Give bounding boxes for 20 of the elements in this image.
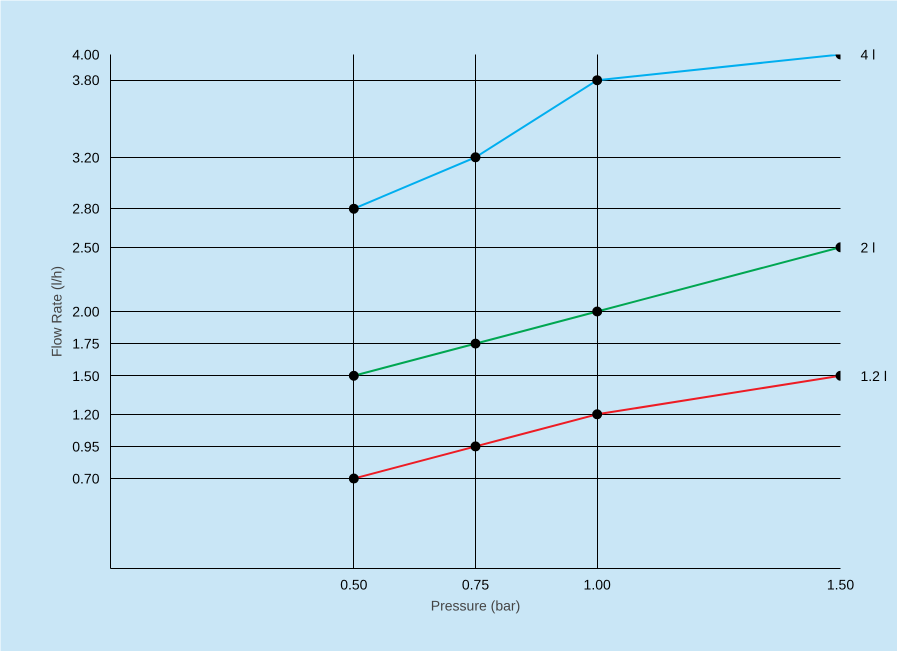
x-tick-label: 1.00: [584, 576, 612, 592]
y-tick-label: 2.80: [72, 200, 100, 217]
series-label: 4 l: [860, 46, 876, 62]
y-tick-label: 4.00: [72, 46, 100, 62]
x-axis-title: Pressure (bar): [430, 598, 520, 614]
x-tick-label: 0.50: [340, 576, 368, 592]
y-tick-label: 0.95: [72, 438, 100, 454]
y-axis-title: Flow Rate (l/h): [48, 266, 64, 358]
y-tick-label: 2.00: [72, 304, 100, 320]
series-label: 2 l: [860, 239, 876, 256]
x-tick-label: 0.75: [462, 576, 490, 592]
series-label: 1.2 l: [860, 368, 887, 384]
x-tick-label: 1.50: [826, 576, 854, 592]
y-tick-label: 1.75: [72, 336, 100, 352]
y-tick-label: 0.70: [72, 470, 100, 487]
y-tick-label: 1.50: [72, 368, 100, 384]
y-tick-label: 2.50: [72, 239, 100, 256]
y-tick-label: 1.20: [72, 406, 100, 422]
y-tick-label: 3.80: [72, 72, 100, 88]
y-tick-label: 3.20: [72, 149, 100, 166]
